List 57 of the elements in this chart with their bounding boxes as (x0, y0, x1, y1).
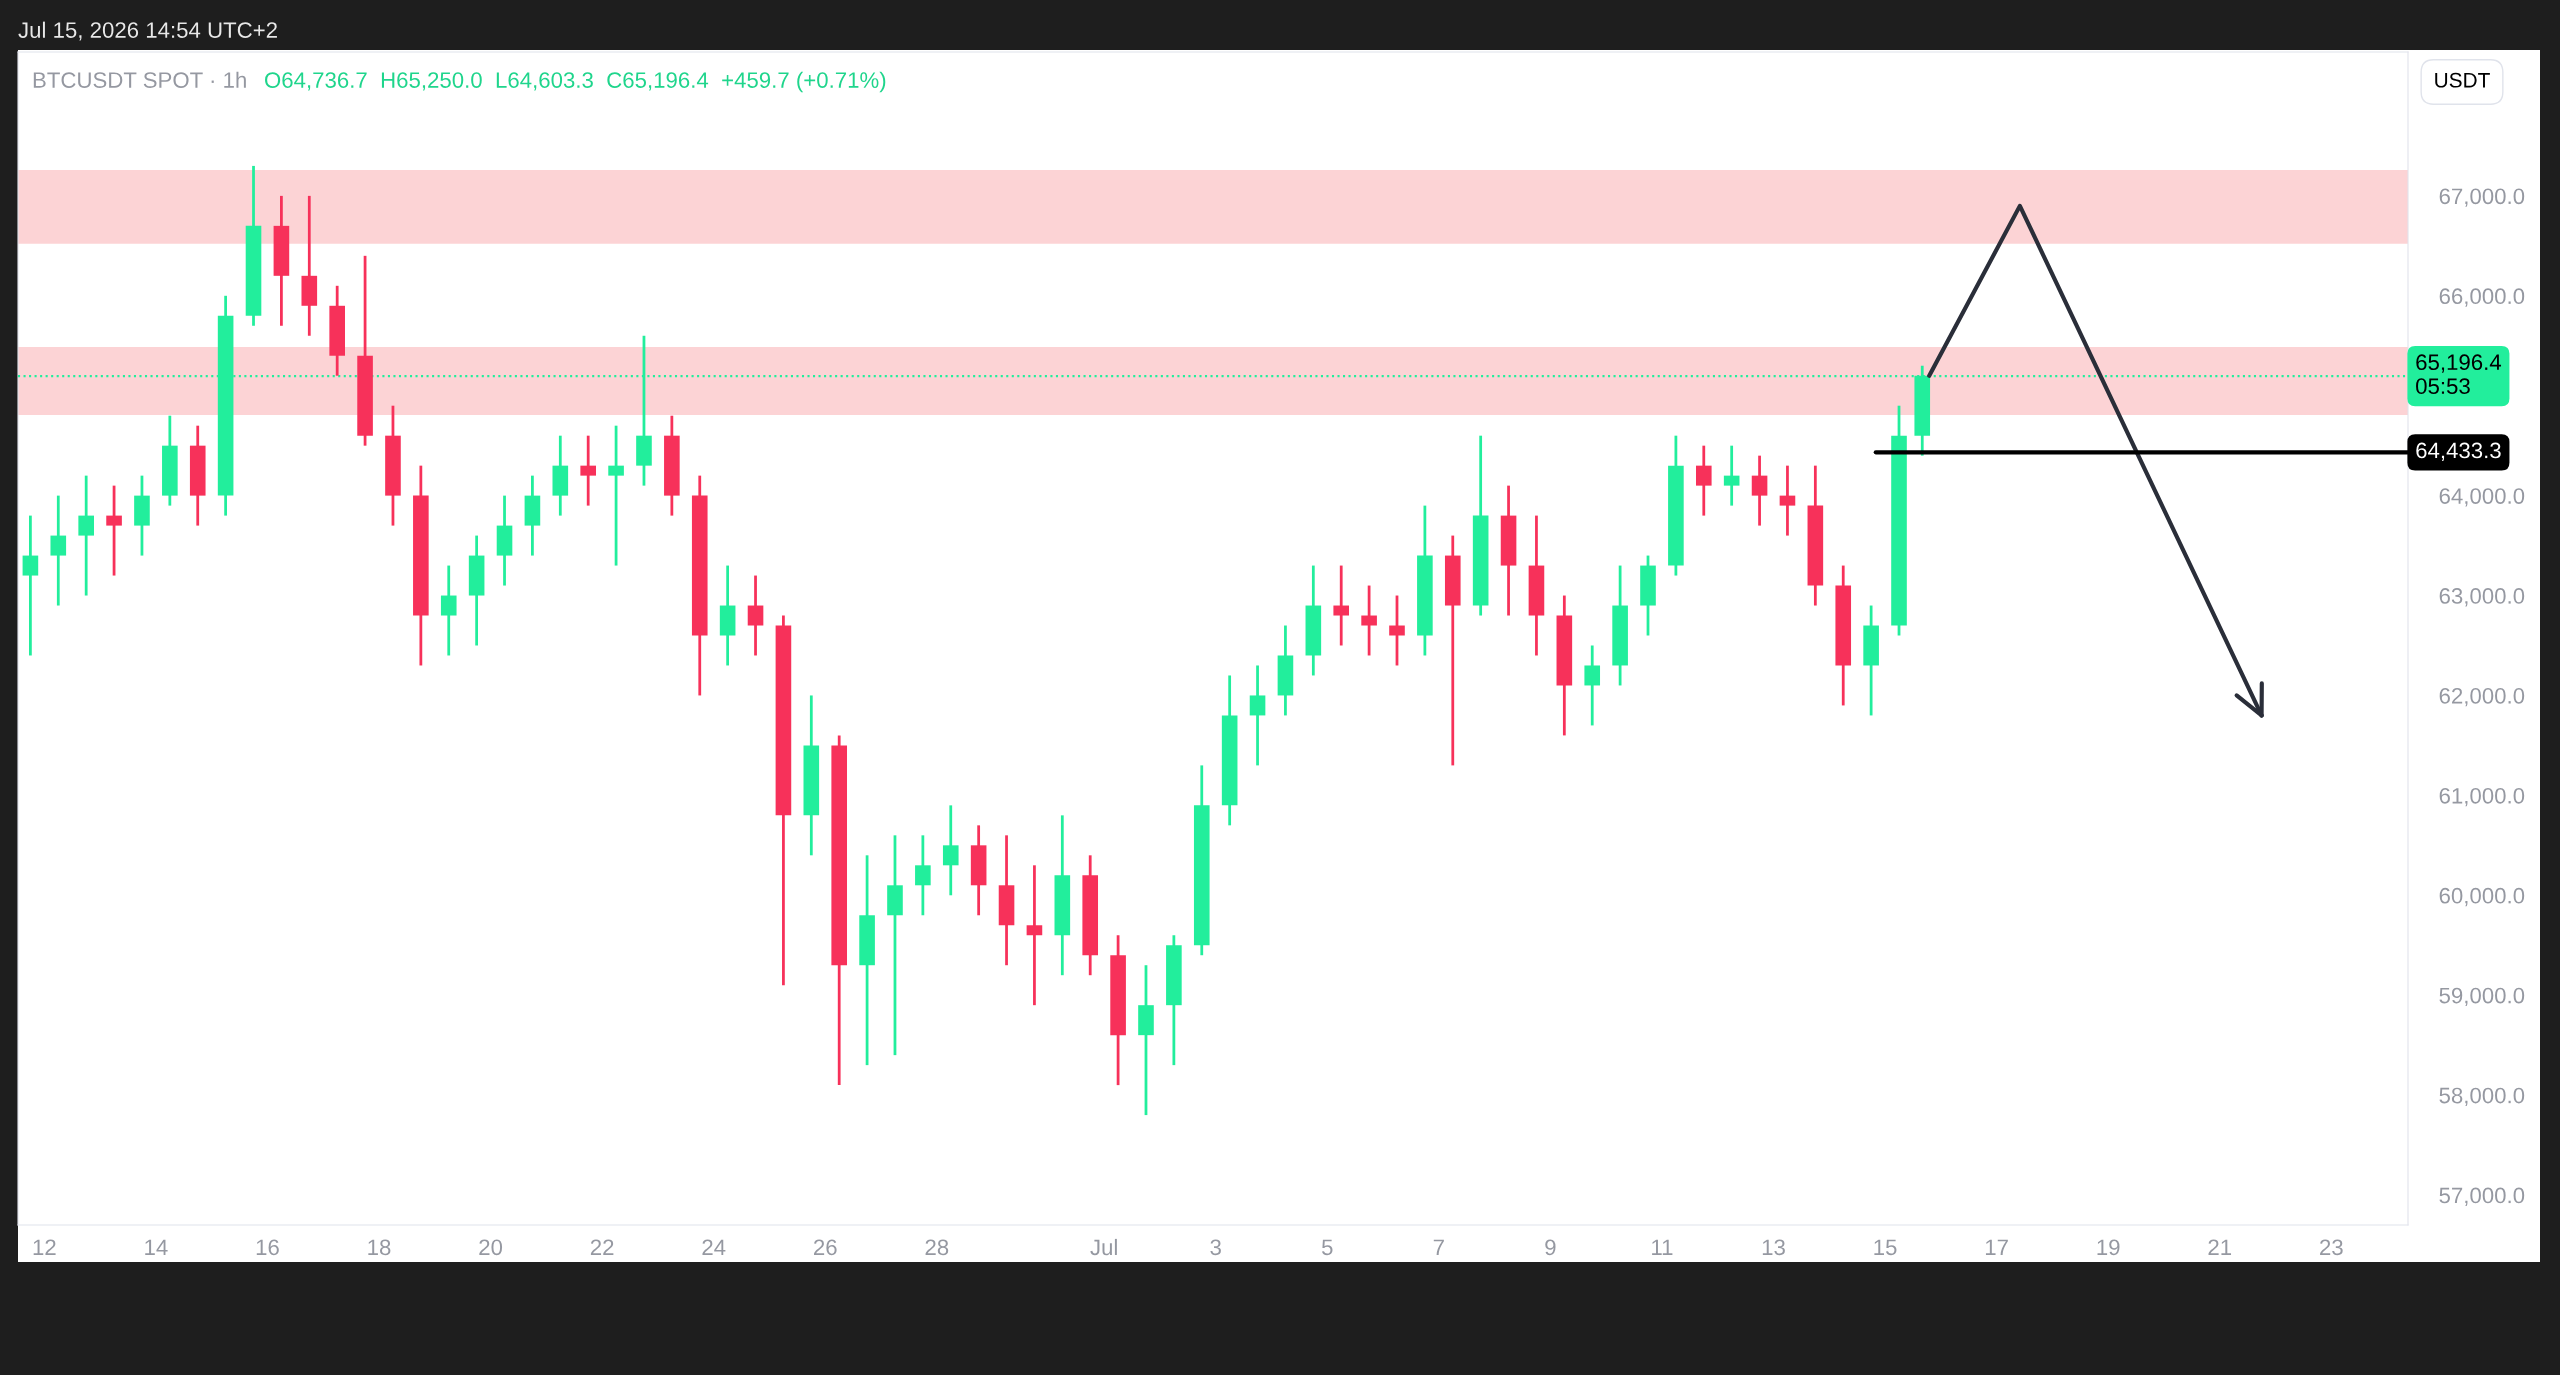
x-tick-label: 20 (479, 1239, 503, 1256)
text: BTCUSDT SPOT · 1h (33, 71, 246, 88)
x-tick-label: 14 (145, 1239, 168, 1255)
candlestick (1723, 444, 1740, 507)
x-tick-label: 7 (1433, 1239, 1444, 1255)
candlestick (1026, 863, 1043, 1007)
y-tick-label: 63,000.0 (2439, 588, 2525, 607)
candlestick (78, 474, 94, 597)
candlestick (1751, 454, 1768, 527)
candlestick (1249, 664, 1266, 767)
x-tick-label: 17 (1985, 1239, 2008, 1255)
candlestick (915, 833, 931, 917)
x-tick-label: 18 (368, 1239, 391, 1256)
text: O64,736.7 H65,250.0 L64,603.3 C65,196.4 +459.7 (+0.71%) (265, 71, 886, 93)
y-tick-label: 57,000.0 (2439, 1187, 2525, 1206)
candlestick (440, 564, 457, 657)
candlestick (50, 494, 67, 607)
x-tick-label: 26 (814, 1239, 837, 1256)
x-tick-label: 5 (1321, 1239, 1333, 1256)
y-tick-label: 67,000.0 (2439, 188, 2525, 207)
y-tick-label: 62,000.0 (2439, 687, 2525, 707)
y-tick-label: 66,000.0 (2439, 288, 2525, 307)
x-tick-label: 21 (2208, 1239, 2232, 1255)
x-tick-label: 19 (2097, 1239, 2120, 1256)
y-tick-label: 60,000.0 (2439, 887, 2525, 907)
candlestick (106, 484, 122, 577)
ref-line-label: 65,196.4 05:53 (2416, 354, 2502, 395)
x-tick-label: 22 (590, 1239, 614, 1255)
candlestick (1333, 564, 1350, 647)
y-tick-label: 59,000.0 (2439, 987, 2525, 1007)
candlestick (747, 574, 764, 657)
x-tick-label: 24 (702, 1239, 726, 1255)
x-tick-label: 13 (1762, 1239, 1785, 1256)
x-tick-label: 15 (1874, 1239, 1897, 1256)
x-tick-label: 11 (1652, 1239, 1673, 1255)
x-tick-label: 28 (925, 1239, 949, 1256)
y-tick-label: 58,000.0 (2439, 1087, 2525, 1107)
x-tick-label: 16 (256, 1239, 279, 1256)
candlestick (942, 803, 959, 897)
candlestick (608, 424, 624, 567)
x-tick-label: 9 (1545, 1239, 1556, 1256)
candlestick (1389, 594, 1405, 667)
text: USDT (2435, 72, 2490, 88)
x-tick-label: Jul (1090, 1238, 1117, 1256)
data-label: 64,433.3 (2416, 442, 2501, 461)
candlestick (1584, 644, 1601, 727)
candlestick (1695, 444, 1712, 517)
candlestick (1779, 464, 1796, 537)
y-tick-label: 61,000.0 (2439, 787, 2525, 807)
y-tick-label: 64,000.0 (2439, 488, 2525, 507)
candlestick (22, 514, 39, 657)
x-tick-label: 12 (33, 1239, 56, 1255)
candlestick (580, 434, 596, 507)
candlestick (1361, 584, 1377, 657)
text: Jul 15, 2026 14:54 UTC+2 (18, 21, 277, 41)
x-tick-label: 23 (2320, 1239, 2343, 1256)
x-tick-label: 3 (1210, 1239, 1221, 1256)
